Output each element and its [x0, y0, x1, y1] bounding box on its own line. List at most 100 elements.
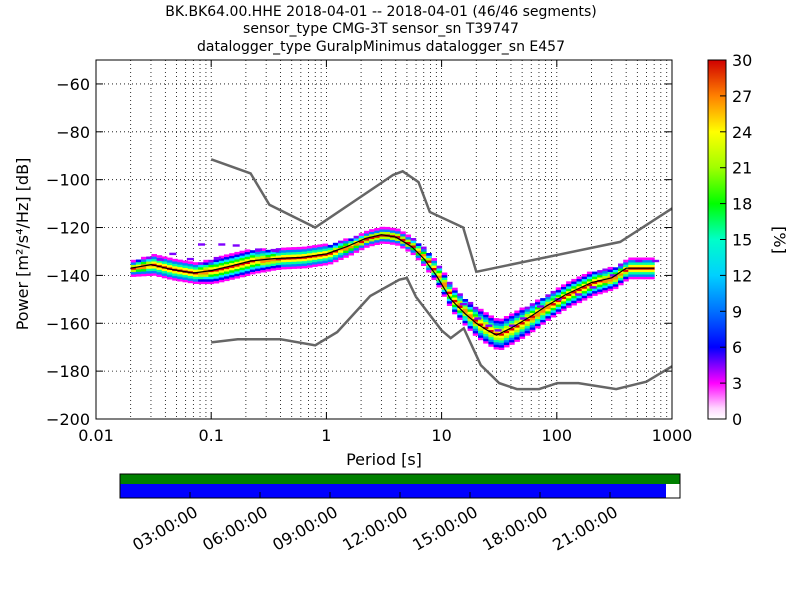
heatmap-cell — [141, 261, 147, 265]
heatmap-cell — [467, 309, 474, 312]
heatmap-cell — [224, 268, 230, 272]
heatmap-cell — [374, 242, 380, 245]
heatmap-cell — [161, 261, 168, 264]
heatmap-cell — [244, 251, 251, 255]
heatmap-cell — [130, 262, 137, 265]
heatmap-cell — [317, 261, 323, 264]
heatmap-cell — [317, 246, 323, 250]
heatmap-cell — [581, 288, 588, 292]
heatmap-cell — [286, 264, 292, 267]
heatmap-cell — [151, 258, 157, 262]
heatmap-cell — [146, 270, 152, 274]
heatmap-cell — [239, 255, 246, 259]
heatmap-cell — [218, 258, 225, 261]
heatmap-cell — [353, 235, 360, 239]
heatmap-cell — [426, 255, 432, 259]
heatmap-cell — [602, 282, 608, 286]
heatmap-cell-low — [520, 317, 528, 320]
heatmap-cell — [151, 256, 157, 260]
heatmap-cell — [208, 276, 214, 280]
median-curve — [130, 234, 655, 336]
heatmap-cell — [649, 264, 655, 268]
heatmap-cell — [332, 254, 339, 258]
heatmap-cell — [389, 239, 396, 243]
heatmap-cell — [161, 256, 168, 260]
heatmap-cell — [135, 261, 142, 265]
heatmap-cell — [529, 322, 536, 326]
heatmap-cell — [156, 262, 163, 266]
heatmap-cell — [182, 272, 189, 276]
heatmap-cell — [224, 278, 230, 282]
heatmap-cell — [146, 261, 152, 264]
heatmap-cell — [524, 311, 531, 315]
heatmap-cell — [296, 249, 303, 252]
x-tick-label: 10 — [431, 426, 451, 445]
heatmap-cell — [187, 263, 194, 267]
heatmap-cell — [400, 238, 406, 242]
heatmap-cell — [638, 257, 645, 261]
heatmap-cell — [389, 230, 396, 233]
heatmap-cell — [338, 245, 344, 248]
heatmap-cell — [607, 283, 614, 287]
heatmap-cell — [592, 290, 598, 294]
heatmap-cell — [503, 332, 510, 336]
heatmap-cell — [244, 266, 251, 269]
heatmap-cell — [379, 236, 386, 239]
heatmap-cell — [208, 274, 214, 277]
timeline-tick-label-group: 03:00:00 — [129, 502, 201, 554]
heatmap-cell — [571, 290, 577, 294]
x-tick-label: 100 — [542, 426, 573, 445]
heatmap-cell — [607, 281, 614, 284]
heatmap-cell — [452, 290, 458, 293]
heatmap-cell — [446, 284, 453, 287]
heatmap-cell — [555, 309, 562, 312]
heatmap-cell — [343, 250, 349, 253]
heatmap-cell — [571, 288, 577, 292]
heatmap-cell — [421, 258, 427, 262]
heatmap-cell — [239, 272, 246, 275]
heatmap-cell — [130, 259, 137, 263]
heatmap-cell — [618, 277, 624, 281]
heatmap-cell — [322, 262, 329, 266]
heatmap-cell — [244, 249, 251, 253]
heatmap-cell — [581, 281, 588, 284]
noise-models — [210, 158, 673, 391]
heatmap-cell — [431, 262, 437, 266]
heatmap-cell — [306, 265, 313, 268]
heatmap-cell — [218, 279, 225, 283]
heatmap-cell — [592, 288, 598, 292]
heatmap-cell — [576, 286, 583, 289]
heatmap-cell — [628, 257, 634, 261]
heatmap-cell — [192, 264, 199, 268]
heatmap-cell — [177, 274, 183, 277]
heatmap-cell — [218, 255, 225, 259]
heatmap-cell — [509, 342, 515, 345]
heatmap-cell — [550, 307, 557, 311]
heatmap-cell — [353, 238, 360, 241]
heatmap-cell — [586, 281, 593, 284]
y-tick-label: −100 — [46, 171, 90, 190]
heatmap-cell — [229, 267, 235, 271]
heatmap-cell — [457, 312, 463, 316]
heatmap-cell — [571, 298, 577, 301]
heatmap-cell — [441, 294, 448, 297]
heatmap-cell — [498, 318, 505, 322]
heatmap-cell — [498, 344, 505, 348]
heatmap-cell — [529, 329, 536, 333]
low-noise-model-line — [211, 276, 673, 391]
heatmap-cell — [203, 276, 209, 280]
heatmap-cell — [457, 295, 463, 299]
heatmap-cell — [338, 254, 344, 258]
heatmap-cell — [472, 330, 479, 334]
heatmap-cell — [203, 271, 209, 275]
heatmap-cell — [156, 271, 163, 275]
heatmap-cell — [421, 246, 427, 250]
heatmap-cell — [519, 336, 526, 339]
y-tick-label: −120 — [46, 219, 90, 238]
heatmap-cell — [561, 284, 567, 287]
heatmap-cell — [389, 232, 396, 236]
heatmap-cell — [364, 235, 370, 239]
axis-ticks: 0.01 0.1 1 10 100 1000 −60 −80 −100 −120 −140 −160 −… — [46, 60, 692, 445]
heatmap-cell — [503, 325, 510, 329]
heatmap-cell — [561, 305, 567, 309]
